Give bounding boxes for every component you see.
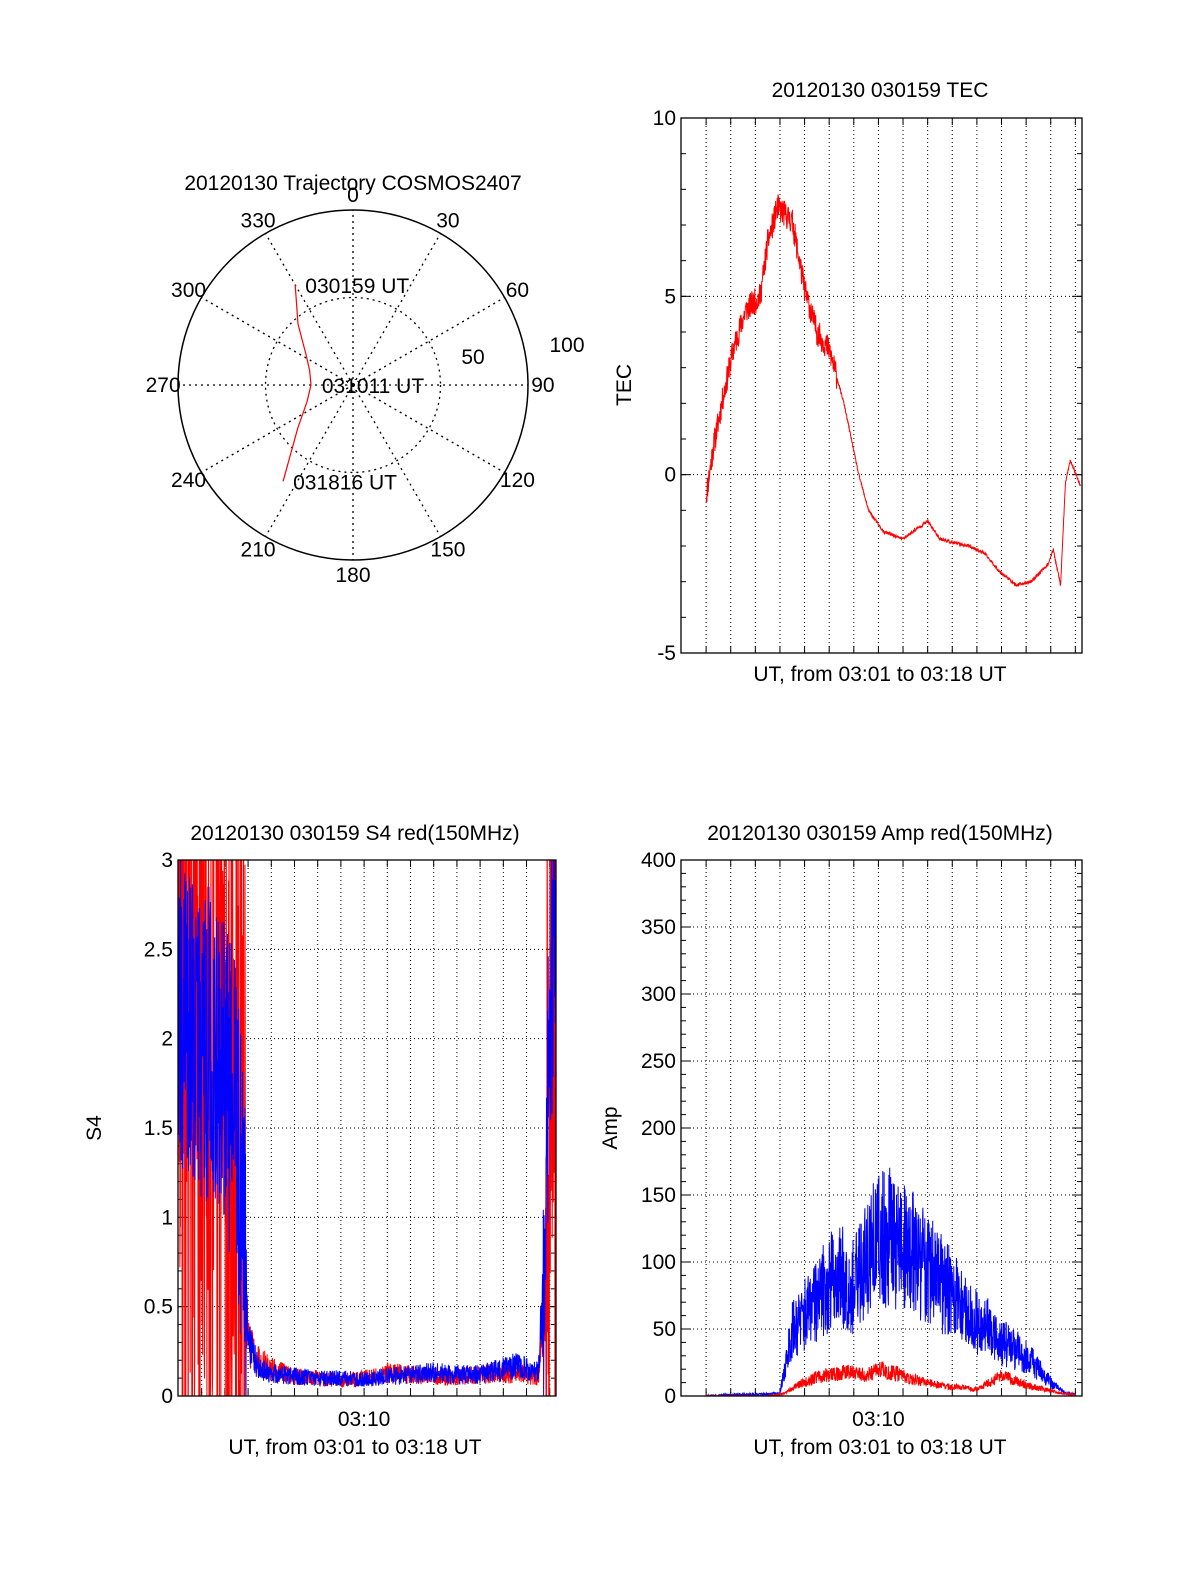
polar-spoke xyxy=(352,384,505,474)
s4-xlabel: UT, from 03:01 to 03:18 UT xyxy=(228,1436,481,1459)
tec-panel: 20120130 030159 TEC UT, from 03:01 to 03… xyxy=(613,79,1083,686)
tec-xlabel: UT, from 03:01 to 03:18 UT xyxy=(753,663,1006,686)
amp-panel: 20120130 030159 Amp red(150MHz) UT, from… xyxy=(599,822,1083,1459)
series-group xyxy=(178,860,556,1396)
azimuth-label: 150 xyxy=(430,538,465,561)
polar-ring xyxy=(264,296,442,474)
y-tick-label: 3 xyxy=(161,849,173,872)
y-tick-label: 5 xyxy=(664,285,676,308)
y-tick-label: 0.5 xyxy=(144,1296,173,1319)
azimuth-label: 30 xyxy=(436,210,459,233)
amp-xlabel: UT, from 03:01 to 03:18 UT xyxy=(753,1436,1006,1459)
x-tick-label: 03:10 xyxy=(852,1408,905,1431)
polar-labels: 0 30 60 90 120 150 180 210 240 270 300 330 50 100 0301… xyxy=(146,184,585,587)
y-tick-label: 100 xyxy=(641,1251,676,1274)
tec-title: 20120130 030159 TEC xyxy=(772,79,989,102)
s4-ylabel: S4 xyxy=(83,1115,106,1141)
azimuth-label: 240 xyxy=(171,469,206,492)
plot-frame xyxy=(680,117,1083,654)
amp-ylabel: Amp xyxy=(599,1106,622,1149)
polar-spoke xyxy=(352,296,505,386)
azimuth-label: 0 xyxy=(347,184,359,207)
azimuth-label: 210 xyxy=(241,538,276,561)
azimuth-label: 120 xyxy=(500,469,535,492)
y-tick-label: 1 xyxy=(161,1206,173,1229)
plot-frame xyxy=(177,859,557,1397)
y-tick-label: 2.5 xyxy=(144,938,173,961)
polar-grid xyxy=(177,209,529,561)
series-group xyxy=(705,194,1081,587)
series-group xyxy=(705,1167,1076,1396)
tec-ylabel: TEC xyxy=(613,364,636,406)
azimuth-label: 300 xyxy=(171,279,206,302)
y-tick-label: 50 xyxy=(653,1318,676,1341)
polar-spoke xyxy=(352,384,442,537)
y-tick-label: 0 xyxy=(161,1385,173,1408)
y-tick-label: 0 xyxy=(664,1385,676,1408)
s4-panel: 20120130 030159 S4 red(150MHz) UT, from … xyxy=(83,822,557,1459)
polar-spoke xyxy=(201,296,354,386)
x-tick-label: 03:10 xyxy=(338,1408,391,1431)
y-tick-label: 200 xyxy=(641,1117,676,1140)
trajectory-time-label: 031816 UT xyxy=(293,471,397,494)
azimuth-label: 330 xyxy=(241,210,276,233)
series-line xyxy=(705,1360,1076,1396)
trajectory-title: 20120130 Trajectory COSMOS2407 xyxy=(184,172,521,195)
plot-frame xyxy=(680,859,1083,1397)
radius-label: 100 xyxy=(549,334,584,357)
azimuth-label: 180 xyxy=(335,564,370,587)
y-tick-label: 2 xyxy=(161,1028,173,1051)
trajectory-time-label: 030159 UT xyxy=(305,275,409,298)
azimuth-label: 270 xyxy=(146,374,181,397)
y-tick-label: 400 xyxy=(641,849,676,872)
s4-title: 20120130 030159 S4 red(150MHz) xyxy=(190,822,519,845)
series-line xyxy=(705,194,1081,587)
y-tick-label: 0 xyxy=(664,464,676,487)
y-tick-label: -5 xyxy=(657,642,676,665)
y-tick-label: 350 xyxy=(641,916,676,939)
amp-title: 20120130 030159 Amp red(150MHz) xyxy=(707,822,1053,845)
y-tick-label: 1.5 xyxy=(144,1117,173,1140)
polar-spoke xyxy=(201,384,354,474)
trajectory-series xyxy=(282,284,312,482)
azimuth-label: 60 xyxy=(506,279,529,302)
y-tick-label: 10 xyxy=(653,107,676,130)
polar-spoke xyxy=(352,233,442,386)
polar-spoke xyxy=(264,233,354,386)
trajectory-time-label: 031011 UT xyxy=(322,375,425,398)
y-tick-label: 300 xyxy=(641,983,676,1006)
trajectory-panel: 20120130 Trajectory COSMOS2407 0 30 60 90 12… xyxy=(146,172,585,587)
trajectory-line xyxy=(282,284,312,482)
y-tick-label: 150 xyxy=(641,1184,676,1207)
y-tick-label: 250 xyxy=(641,1050,676,1073)
series-line xyxy=(178,860,556,1396)
series-line xyxy=(706,1167,1076,1396)
radius-label: 50 xyxy=(461,346,484,369)
azimuth-label: 90 xyxy=(531,374,554,397)
polar-spoke xyxy=(264,384,354,537)
